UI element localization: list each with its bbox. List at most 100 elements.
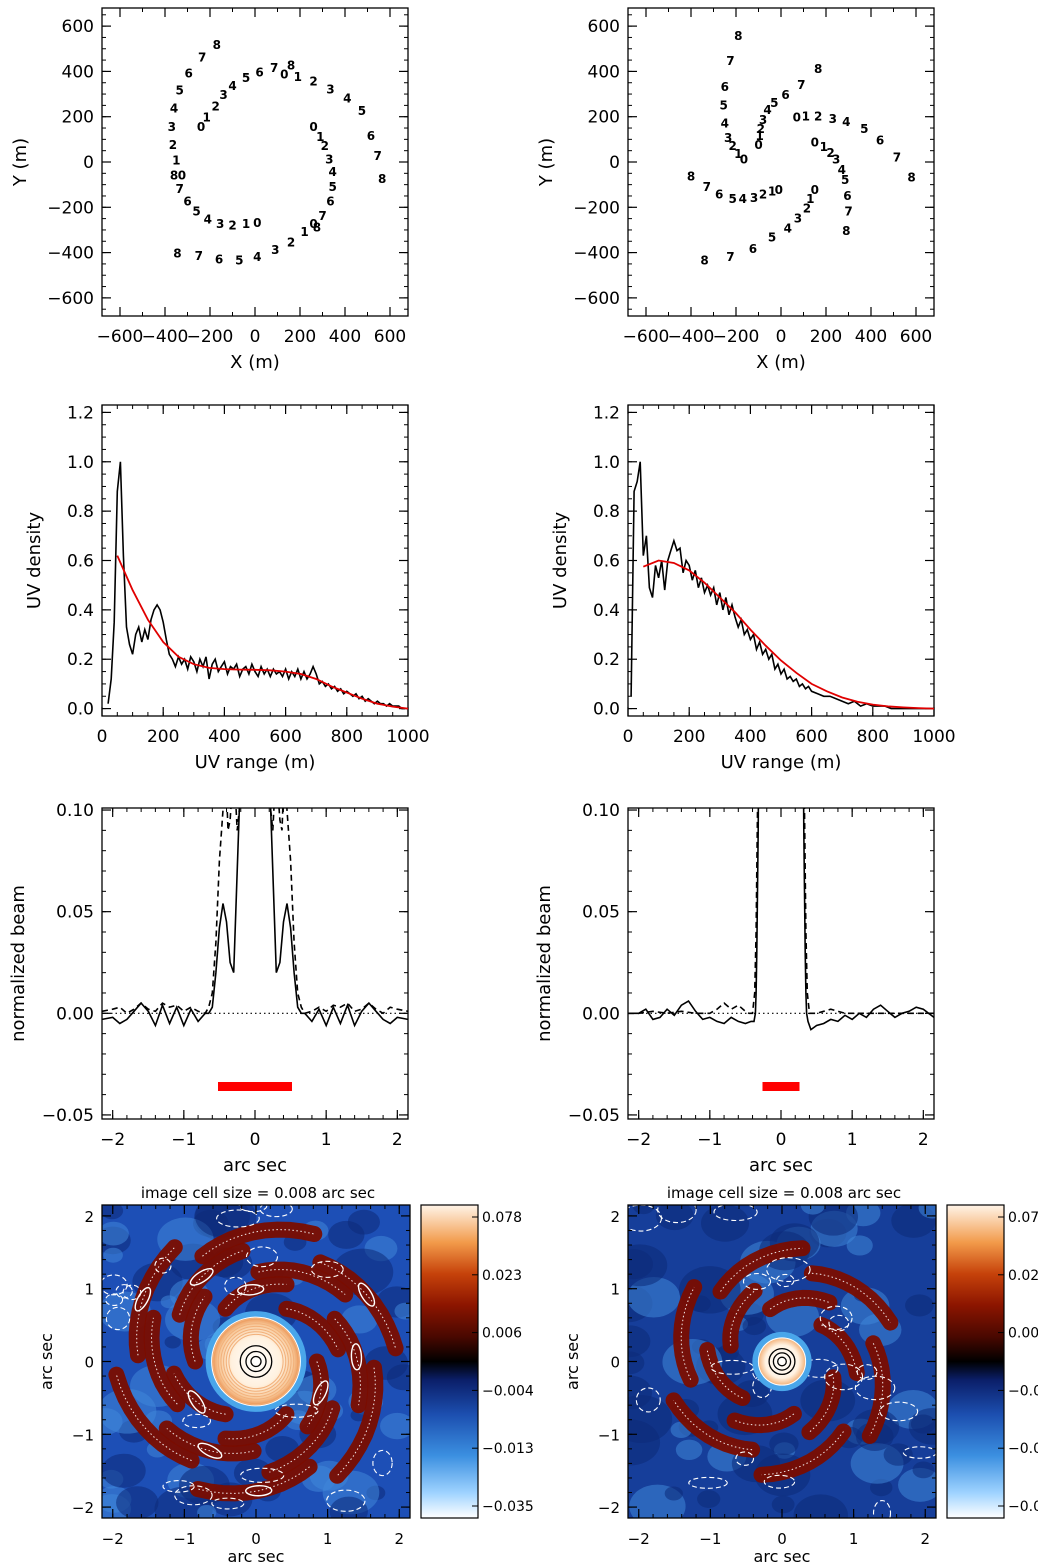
antenna-label: 3	[832, 153, 840, 167]
antenna-label: 2	[309, 74, 317, 88]
sidelobe-arm	[673, 1279, 703, 1388]
y-tick-label: 2	[84, 1208, 94, 1226]
sidelobe-dotted-contour	[729, 1290, 755, 1346]
negative-contour	[182, 1413, 212, 1429]
x-tick-label: 1	[849, 1530, 859, 1548]
core-contour	[768, 1347, 796, 1376]
core-ring	[228, 1333, 284, 1390]
sidelobe-arm	[861, 1335, 891, 1444]
x-tick-label: 200	[147, 727, 179, 747]
x-tick-label: 600	[374, 327, 406, 347]
antenna-label: 2	[321, 139, 329, 153]
sidelobe-contour	[197, 1442, 223, 1459]
y-axis-label: normalized beam	[534, 885, 555, 1042]
negative-contour	[742, 1273, 772, 1290]
sidelobe-arm	[753, 1423, 852, 1483]
y-tick-label: 0.8	[67, 502, 94, 522]
y-tick-label: −1	[72, 1426, 94, 1444]
sidelobe-dotted-contour	[734, 1413, 795, 1426]
negative-contour	[635, 1387, 661, 1413]
antenna-label: 2	[757, 122, 765, 136]
antenna-label: 8	[734, 29, 742, 43]
y-tick-label: −200	[47, 198, 94, 218]
y-tick-label: 2	[610, 1208, 620, 1226]
antenna-label: 6	[721, 80, 729, 94]
colorbar-tick-label: −0.004	[1008, 1383, 1038, 1399]
noise-blob	[103, 1247, 123, 1263]
y-tick-label: −600	[47, 289, 94, 309]
noise-blob	[380, 1412, 410, 1440]
noise-blob	[394, 1302, 410, 1320]
negative-contour	[245, 1246, 279, 1268]
antenna-label: 3	[750, 191, 758, 205]
y-tick-label: −400	[573, 244, 620, 264]
antenna-label: 7	[198, 51, 206, 65]
antenna-label: 4	[784, 222, 792, 236]
colorbar-tick-label: −0.013	[482, 1441, 534, 1457]
y-tick-label: 400	[588, 62, 620, 82]
core-ring	[217, 1323, 295, 1400]
antenna-label: 1	[242, 217, 250, 231]
uv-density-line	[630, 461, 934, 710]
sidelobe-contour	[312, 1380, 329, 1406]
antenna-label: 0	[775, 183, 783, 197]
uv-density-line	[107, 461, 405, 710]
colorbar: 0.078 0.023 0.006 −0.004 −0.013 −0.035	[420, 1204, 534, 1519]
negative-contour	[326, 1489, 366, 1512]
layout-right-panel: −600−400−200 0 200 400 600−600−400−200020040…	[536, 7, 935, 373]
noise-blob	[697, 1490, 721, 1508]
image-right-panel: −2 −1 0 1 2 −2 −1 0 1 2 arc sec arc sec image cell s…	[563, 1184, 1038, 1566]
y-axis-label: UV density	[24, 512, 45, 610]
negative-contour	[240, 1467, 285, 1483]
negative-contour	[122, 1284, 142, 1301]
x-tick-label: 2	[392, 1130, 403, 1150]
colorbar-tick-label: 0.006	[482, 1326, 522, 1342]
antenna-label: 7	[844, 205, 852, 219]
noise-blob	[908, 1408, 936, 1445]
plot-frame	[101, 7, 409, 317]
x-tick-label: 0	[250, 1130, 261, 1150]
sidelobe-dotted-contour	[179, 1250, 243, 1315]
y-tick-label: 0.4	[593, 601, 620, 621]
antenna-label: 6	[876, 133, 884, 147]
colorbar-tick-label: 0.078	[1008, 1210, 1038, 1226]
colorbar-tick-label: 0.023	[482, 1268, 522, 1284]
negative-contour	[162, 1480, 195, 1493]
negative-contour	[102, 1274, 128, 1296]
x-tick-label: 1	[323, 1530, 333, 1548]
negative-contour	[372, 1449, 393, 1477]
y-tick-label: −2	[72, 1499, 94, 1517]
antenna-label: 0	[793, 111, 801, 125]
antenna-label: 5	[770, 96, 778, 110]
antenna-label: 4	[343, 91, 351, 105]
y-tick-label: 1.0	[593, 453, 620, 473]
image-title: image cell size = 0.008 arc sec	[667, 1184, 901, 1202]
core-contour	[245, 1350, 267, 1373]
sidelobe-dotted-contour	[166, 1428, 254, 1454]
sidelobe-arm	[217, 1406, 295, 1447]
antenna-label: 6	[715, 188, 723, 202]
y-tick-label: 0.4	[67, 601, 94, 621]
antenna-label: 3	[326, 82, 334, 96]
antenna-label: 4	[721, 116, 729, 130]
layout-left-panel: −600−400−200 0 200 400 600−600−400−200020040…	[10, 7, 409, 373]
negative-contour	[766, 1257, 811, 1283]
negative-contour	[105, 1293, 124, 1307]
antenna-label: 4	[204, 213, 212, 227]
x-tick-label: 2	[918, 1130, 929, 1150]
fit-curve	[116, 555, 409, 710]
negative-contour	[856, 1364, 878, 1380]
x-tick-label: 800	[857, 727, 889, 747]
noise-blob	[628, 1375, 653, 1410]
sidelobe-dotted-contour	[202, 1229, 315, 1257]
y-tick-label: −0.05	[568, 1106, 620, 1126]
antenna-label: 6	[843, 189, 851, 203]
antenna-label: 2	[287, 235, 295, 249]
antenna-label: 2	[728, 139, 736, 153]
sidelobe-arm	[182, 1288, 213, 1370]
y-tick-label: 0.05	[56, 903, 94, 923]
y-axis-label: normalized beam	[8, 885, 29, 1042]
noise-blob	[793, 1494, 848, 1518]
antenna-label: 1	[202, 111, 210, 125]
core-contour	[250, 1355, 262, 1368]
